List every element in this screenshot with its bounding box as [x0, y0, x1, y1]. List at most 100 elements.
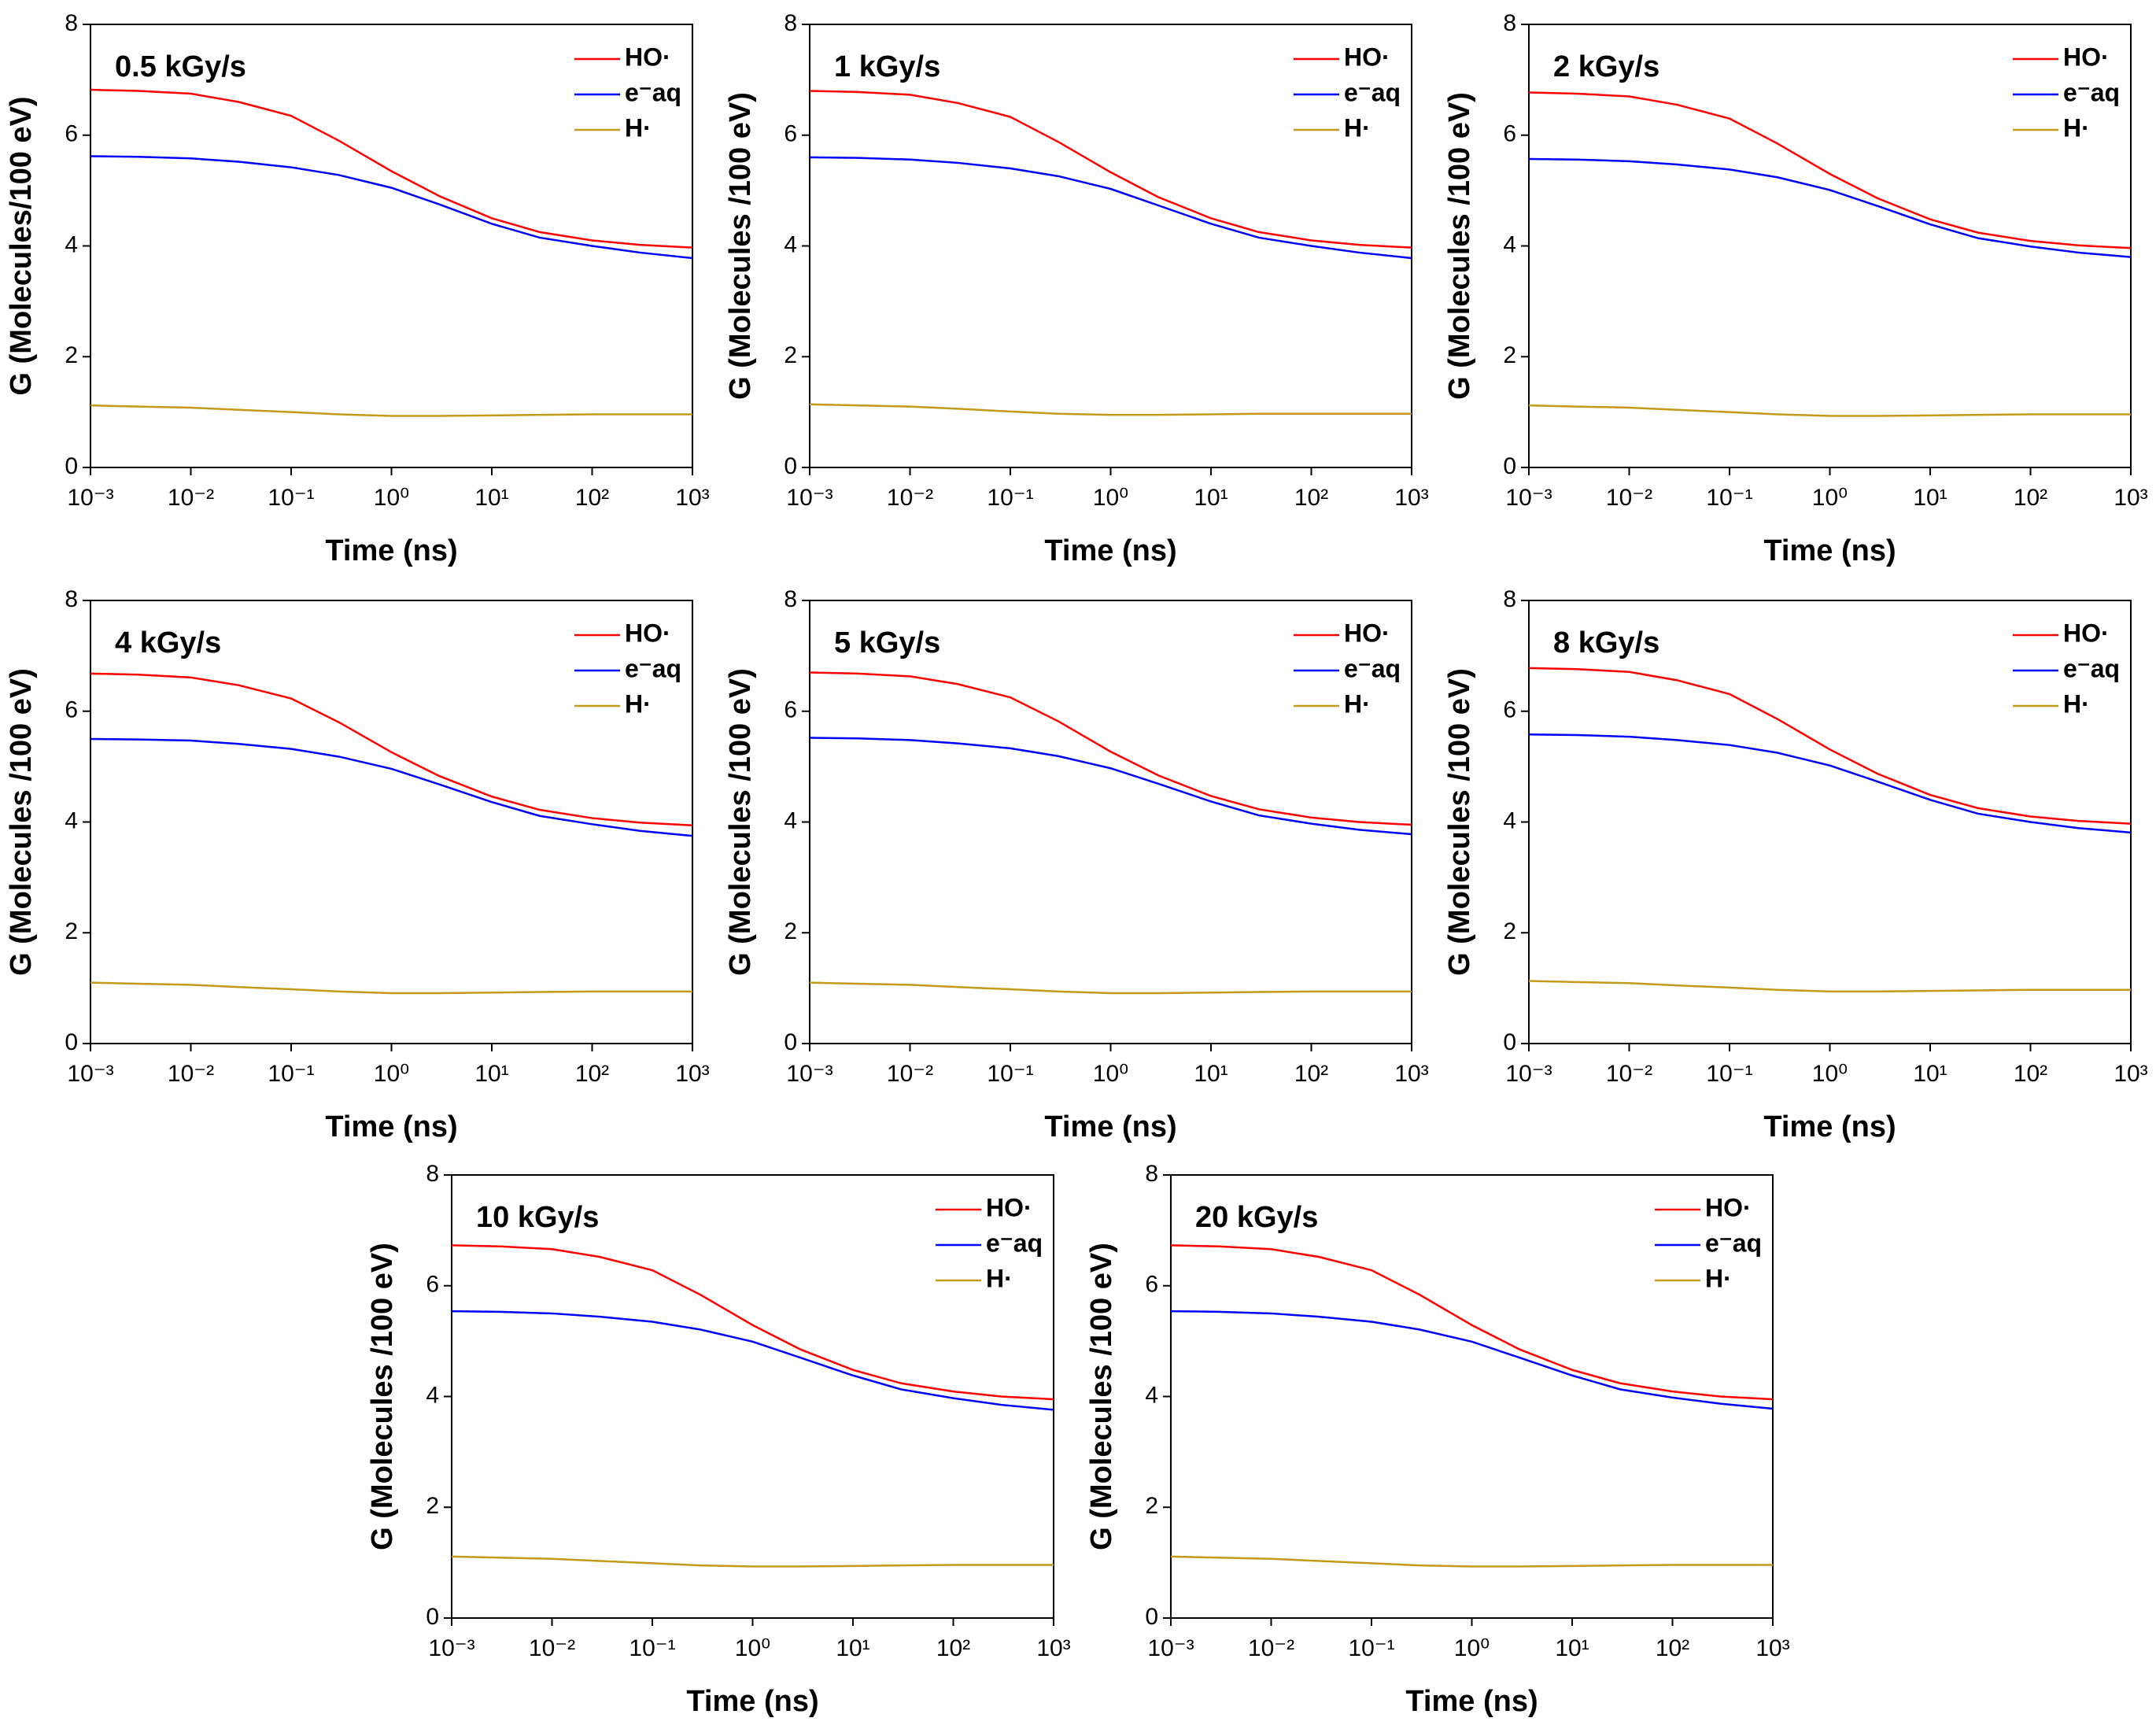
x-tick-label: 10² [936, 1635, 970, 1661]
y-tick-label: 4 [426, 1382, 439, 1408]
x-tick-label: 10⁻³ [67, 485, 113, 511]
y-axis-label: G (Molecules /100 eV) [1443, 668, 1476, 976]
x-axis-label: Time (ns) [325, 534, 457, 567]
y-tick-label: 8 [426, 1161, 439, 1187]
data-line [809, 90, 1412, 249]
panel-annotation: 1 kGy/s [834, 50, 940, 83]
plot-frame [451, 1174, 1054, 1619]
x-tick-label: 10⁰ [1093, 1061, 1128, 1087]
x-tick-label: 10⁻² [529, 1635, 575, 1661]
x-axis-label: Time (ns) [1763, 1110, 1896, 1143]
x-tick-label: 10⁻² [887, 1061, 933, 1087]
y-tick-label: 6 [65, 121, 78, 147]
legend-label: H· [2063, 113, 2090, 142]
y-tick-label: 0 [1145, 1604, 1158, 1630]
y-axis-label: G (Molecules /100 eV) [724, 668, 757, 976]
chart-panel: 0 2 4 6 8 10⁻³ 10⁻² 10⁻¹ 10⁰ 10¹ 10² 10³ Time (ns) G … [724, 586, 1429, 1143]
panel-annotation: 10 kGy/s [476, 1201, 599, 1234]
x-tick-label: 10³ [1394, 485, 1428, 511]
legend-label: H· [1705, 1264, 1732, 1292]
data-line [90, 672, 693, 826]
x-tick-label: 10⁰ [374, 485, 409, 511]
chart-panel: 0 2 4 6 8 10⁻³ 10⁻² 10⁻¹ 10⁰ 10¹ 10² 10³ Time (ns) G … [366, 1161, 1071, 1718]
chart-panel: 0 2 4 6 8 10⁻³ 10⁻² 10⁻¹ 10⁰ 10¹ 10² 10³ Time (ns) G … [1443, 586, 2148, 1143]
x-tick-label: 10⁻¹ [1706, 485, 1752, 511]
y-tick-label: 6 [1503, 697, 1516, 723]
plot-frame [809, 24, 1412, 468]
chart-panel: 0 2 4 6 8 10⁻³ 10⁻² 10⁻¹ 10⁰ 10¹ 10² 10³ Time (ns) G … [1443, 10, 2148, 567]
data-line [1528, 733, 2132, 834]
x-tick-label: 10⁻³ [786, 485, 832, 511]
x-tick-label: 10⁻¹ [1348, 1635, 1394, 1661]
x-axis-label: Time (ns) [1044, 534, 1176, 567]
data-line [90, 155, 693, 260]
legend-label: HO· [1705, 1193, 1752, 1221]
panel-annotation: 0.5 kGy/s [115, 50, 246, 83]
panel-annotation: 8 kGy/s [1553, 626, 1659, 659]
data-line [451, 1310, 1054, 1411]
data-line [451, 1555, 1054, 1568]
y-tick-label: 0 [1503, 1029, 1516, 1055]
x-tick-label: 10⁻¹ [629, 1635, 675, 1661]
legend-label: H· [2063, 689, 2090, 718]
x-tick-label: 10³ [2114, 485, 2147, 511]
x-tick-label: 10³ [1394, 1061, 1428, 1087]
x-tick-label: 10³ [2114, 1061, 2147, 1087]
data-line [90, 981, 692, 995]
x-tick-label: 10⁰ [1454, 1635, 1490, 1661]
data-line [809, 737, 1412, 836]
y-tick-label: 2 [1503, 342, 1516, 368]
y-tick-label: 8 [784, 586, 797, 612]
plot-frame [90, 24, 693, 468]
y-tick-label: 8 [1503, 586, 1516, 612]
chart-panel: 0 2 4 6 8 10⁻³ 10⁻² 10⁻¹ 10⁰ 10¹ 10² 10³ Time (ns) G … [5, 10, 710, 567]
data-line [809, 156, 1412, 260]
x-tick-label: 10⁻² [1606, 485, 1652, 511]
y-axis-label: G (Molecules /100 eV) [5, 668, 38, 976]
data-line [809, 671, 1412, 826]
data-line [1170, 1310, 1774, 1410]
data-line [1528, 157, 2132, 258]
x-tick-label: 10⁻² [1248, 1635, 1294, 1661]
x-tick-label: 10¹ [474, 1061, 508, 1087]
legend-label: e⁻aq [986, 1228, 1043, 1257]
y-tick-label: 2 [426, 1493, 439, 1519]
y-tick-label: 8 [65, 586, 78, 612]
legend-label: HO· [2063, 42, 2110, 71]
legend-label: HO· [625, 42, 671, 71]
legend-label: H· [1344, 689, 1371, 718]
y-axis-label: G (Molecules/100 eV) [5, 96, 38, 395]
y-tick-label: 6 [1145, 1272, 1158, 1298]
x-tick-label: 10¹ [1194, 485, 1228, 511]
legend-label: e⁻aq [1344, 654, 1401, 682]
y-tick-label: 6 [65, 697, 78, 723]
data-line [1528, 980, 2131, 993]
x-tick-label: 10⁻¹ [987, 485, 1033, 511]
legend-label: H· [625, 113, 652, 142]
x-tick-label: 10⁻¹ [268, 485, 314, 511]
x-tick-label: 10³ [675, 485, 709, 511]
legend-label: H· [986, 1264, 1013, 1292]
legend-label: HO· [986, 1193, 1032, 1221]
y-tick-label: 4 [65, 807, 78, 833]
y-tick-label: 4 [784, 231, 797, 257]
panel-annotation: 2 kGy/s [1553, 50, 1659, 83]
legend-label: HO· [625, 619, 671, 647]
x-tick-label: 10⁻¹ [987, 1061, 1033, 1087]
plot-frame [1528, 24, 2132, 468]
y-tick-label: 4 [65, 231, 78, 257]
x-tick-label: 10² [1656, 1635, 1689, 1661]
x-tick-label: 10⁰ [374, 1061, 409, 1087]
x-tick-label: 10² [1294, 485, 1328, 511]
legend-label: e⁻aq [2063, 78, 2120, 106]
x-tick-label: 10⁻³ [428, 1635, 474, 1661]
data-line [1528, 667, 2132, 825]
y-tick-label: 8 [65, 10, 78, 36]
x-tick-label: 10⁰ [1812, 1061, 1848, 1087]
y-tick-label: 2 [1145, 1493, 1158, 1519]
y-tick-label: 4 [1503, 231, 1516, 257]
legend-label: e⁻aq [1344, 78, 1401, 106]
x-axis-label: Time (ns) [325, 1110, 457, 1143]
y-axis-label: G (Molecules /100 eV) [724, 92, 757, 400]
